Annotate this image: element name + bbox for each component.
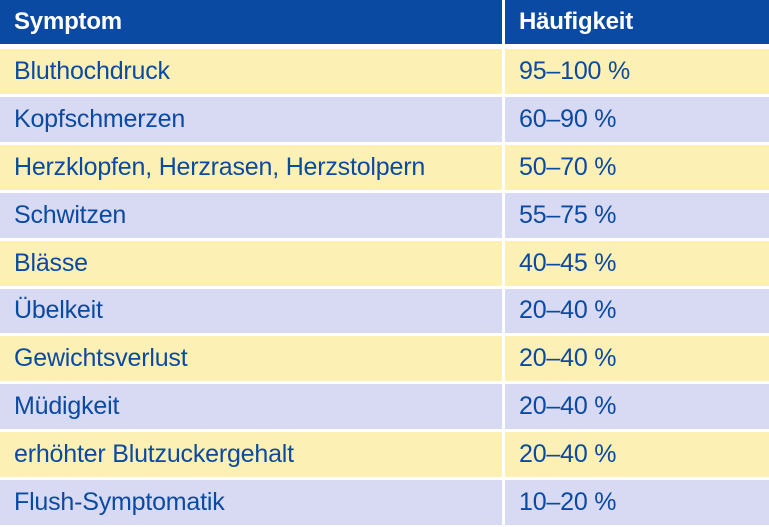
cell-frequency: 55–75 % (505, 192, 769, 238)
cell-symptom: Gewichtsverlust (0, 336, 502, 382)
cell-symptom: Kopfschmerzen (0, 96, 502, 142)
cell-frequency: 20–40 % (505, 288, 769, 334)
cell-frequency: 60–90 % (505, 96, 769, 142)
cell-symptom: Schwitzen (0, 192, 502, 238)
header-symptom: Symptom (0, 0, 502, 46)
cell-frequency: 10–20 % (505, 480, 769, 525)
cell-frequency: 50–70 % (505, 144, 769, 190)
cell-frequency: 20–40 % (505, 384, 769, 430)
cell-symptom: erhöhter Blutzuckergehalt (0, 432, 502, 478)
cell-frequency: 95–100 % (505, 49, 769, 94)
cell-symptom: Müdigkeit (0, 384, 502, 430)
cell-symptom: Übelkeit (0, 288, 502, 334)
cell-symptom: Herzklopfen, Herzrasen, Herzstolpern (0, 144, 502, 190)
cell-frequency: 40–45 % (505, 240, 769, 286)
cell-symptom: Bluthochdruck (0, 49, 502, 94)
cell-symptom: Blässe (0, 240, 502, 286)
cell-symptom: Flush-Symptomatik (0, 480, 502, 525)
cell-frequency: 20–40 % (505, 432, 769, 478)
header-frequency: Häufigkeit (505, 0, 769, 46)
cell-frequency: 20–40 % (505, 336, 769, 382)
